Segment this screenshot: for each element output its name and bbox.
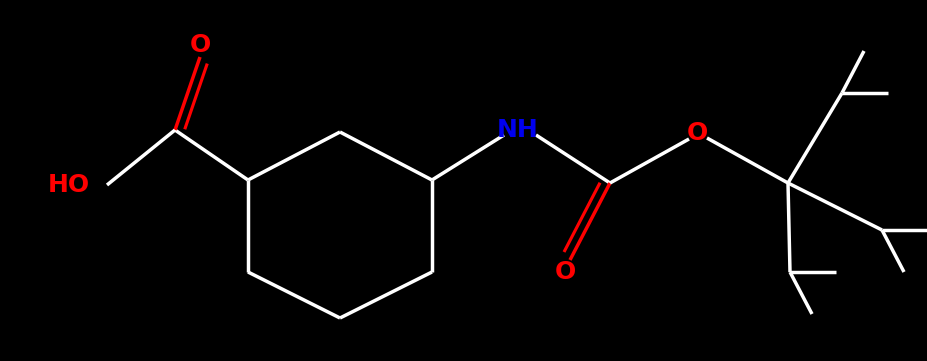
Text: HO: HO [48, 173, 90, 197]
Text: O: O [686, 121, 707, 145]
Text: NH: NH [497, 118, 539, 142]
Text: O: O [189, 33, 210, 57]
Text: O: O [553, 260, 575, 284]
